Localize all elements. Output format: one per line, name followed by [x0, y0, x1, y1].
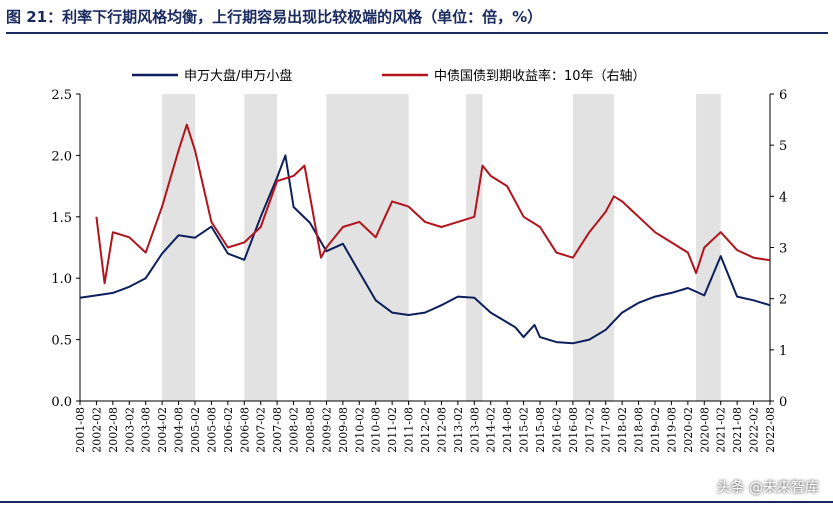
- x-tick-label: 2011-02: [386, 407, 399, 453]
- x-tick-label: 2005-08: [205, 407, 218, 453]
- right-tick-label: 3: [779, 242, 787, 257]
- x-tick-label: 2019-08: [665, 407, 678, 453]
- left-tick-label: 2.0: [51, 149, 72, 164]
- x-tick-label: 2007-02: [255, 407, 268, 453]
- shaded-period: [696, 94, 721, 401]
- x-tick-label: 2019-02: [649, 407, 662, 453]
- left-tick-label: 2.5: [51, 88, 72, 103]
- x-tick-label: 2010-02: [353, 407, 366, 453]
- x-tick-label: 2022-02: [748, 407, 761, 453]
- watermark: 头条 @未来智库: [716, 480, 819, 496]
- series-line-2: [95, 123, 771, 285]
- x-tick-label: 2022-08: [764, 407, 777, 453]
- x-tick-label: 2017-02: [583, 407, 596, 453]
- x-tick-label: 2016-08: [567, 407, 580, 453]
- x-tick-label: 2008-08: [304, 407, 317, 453]
- right-tick-label: 0: [779, 395, 787, 410]
- title-divider: [6, 32, 828, 34]
- series-lines: [79, 123, 771, 345]
- left-tick-label: 1.5: [51, 211, 72, 226]
- x-tick-label: 2003-02: [123, 407, 136, 453]
- x-tick-label: 2020-02: [682, 407, 695, 453]
- bottom-divider: [0, 501, 833, 503]
- x-tick-label: 2003-08: [140, 407, 153, 453]
- x-tick-label: 2018-08: [633, 407, 646, 453]
- x-tick-label: 2010-08: [370, 407, 383, 453]
- series-line-1: [79, 154, 771, 345]
- right-tick-label: 6: [779, 88, 787, 103]
- x-tick-label: 2006-02: [222, 407, 235, 453]
- x-tick-label: 2020-08: [698, 407, 711, 453]
- x-tick-label: 2012-02: [419, 407, 432, 453]
- left-tick-label: 1.0: [51, 272, 72, 287]
- x-tick-label: 2015-02: [518, 407, 531, 453]
- x-tick-label: 2015-08: [534, 407, 547, 453]
- left-tick-label: 0.0: [51, 395, 72, 410]
- x-tick-label: 2014-08: [501, 407, 514, 453]
- left-tick-label: 0.5: [51, 334, 72, 349]
- x-tick-label: 2012-08: [435, 407, 448, 453]
- x-tick-label: 2005-02: [189, 407, 202, 453]
- shaded-periods: [162, 94, 721, 401]
- legend: 申万大盘/申万小盘 中债国债到期收益率：10年（右轴）: [132, 68, 646, 84]
- x-tick-label: 2021-08: [731, 407, 744, 453]
- x-tick-label: 2009-08: [337, 407, 350, 453]
- x-tick-label: 2004-02: [156, 407, 169, 453]
- x-tick-label: 2006-08: [238, 407, 251, 453]
- right-tick-label: 2: [779, 293, 787, 308]
- legend-label-2: 中债国债到期收益率：10年（右轴）: [434, 68, 646, 84]
- x-tick-label: 2014-02: [485, 407, 498, 453]
- axes: 0.0 0.5 1.0 1.5 2.0 2.5 0 1 2 3 4 5 6 2001-08 2002-02 2…: [51, 88, 787, 453]
- x-tick-label: 2013-02: [452, 407, 465, 453]
- x-tick-label: 2007-08: [271, 407, 284, 453]
- right-tick-label: 4: [779, 190, 787, 205]
- chart-title: 图 21：利率下行期风格均衡，上行期容易出现比较极端的风格（单位：倍，%）: [6, 8, 543, 26]
- x-tick-label: 2002-08: [107, 407, 120, 453]
- x-tick-label: 2021-02: [715, 407, 728, 453]
- x-tick-label: 2011-08: [403, 407, 416, 453]
- right-tick-label: 1: [779, 344, 787, 359]
- x-tick-label: 2001-08: [74, 407, 87, 453]
- x-tick-label: 2016-02: [550, 407, 563, 453]
- x-tick-label: 2013-08: [468, 407, 481, 453]
- shaded-period: [466, 94, 483, 401]
- x-tick-label: 2002-02: [90, 407, 103, 453]
- right-tick-label: 5: [779, 139, 787, 154]
- x-tick-label: 2018-02: [616, 407, 629, 453]
- x-tick-label: 2008-02: [288, 407, 301, 453]
- x-tick-label: 2017-08: [600, 407, 613, 453]
- legend-label-1: 申万大盘/申万小盘: [184, 68, 292, 84]
- shaded-period: [326, 94, 409, 401]
- x-tick-label: 2004-08: [173, 407, 186, 453]
- x-tick-label: 2009-02: [320, 407, 333, 453]
